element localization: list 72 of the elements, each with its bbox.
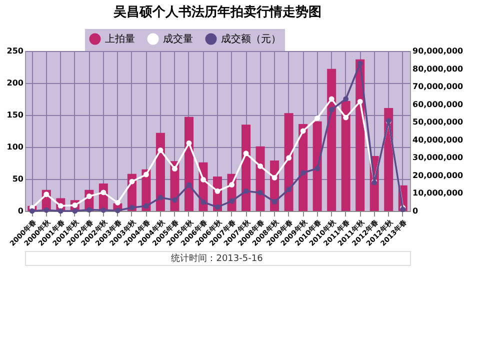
point [44, 207, 50, 213]
point [300, 128, 306, 134]
point [172, 197, 178, 203]
point [214, 204, 220, 210]
y2-tick-label: 10,000,000 [412, 188, 464, 198]
point [100, 190, 106, 196]
point [314, 115, 320, 121]
point [328, 106, 334, 112]
y2-tick-label: 70,000,000 [412, 82, 464, 92]
point [186, 140, 192, 146]
point [243, 188, 249, 194]
point [343, 96, 349, 102]
point [86, 207, 92, 212]
point [114, 208, 120, 214]
legend-label: 成交量 [163, 33, 193, 45]
point [100, 207, 106, 213]
point [158, 194, 164, 200]
y-tick-label: 150 [6, 110, 24, 120]
bar [341, 100, 350, 211]
point [243, 150, 249, 156]
bar [312, 121, 322, 211]
y2-tick-label: 50,000,000 [412, 118, 464, 127]
point [72, 208, 78, 214]
point [343, 114, 349, 120]
y2-tick-label: 80,000,000 [412, 64, 464, 74]
point [229, 182, 234, 188]
y2-tick-label: 90,000,000 [412, 46, 464, 56]
point [229, 198, 234, 204]
point [143, 172, 149, 178]
point [143, 203, 149, 209]
point [272, 199, 278, 204]
point [357, 60, 363, 66]
y-tick-label: 100 [6, 142, 24, 152]
y-tick-label: 250 [6, 46, 24, 56]
legend-label: 上拍量 [105, 33, 135, 45]
text: 统计时间：2013-5-16 [171, 253, 264, 264]
point [200, 199, 206, 205]
point [328, 96, 334, 102]
point [44, 192, 50, 198]
point [186, 182, 192, 188]
bar [327, 68, 336, 211]
point [86, 194, 92, 200]
point [172, 166, 178, 172]
point [272, 174, 278, 180]
point [286, 155, 292, 161]
point [258, 163, 264, 169]
legend-label: 成交额（元） [221, 33, 281, 45]
chart-title: 吴昌硕个人书法历年拍卖行情走势图 [112, 4, 322, 20]
y2-tick-label: 20,000,000 [412, 170, 464, 180]
point [214, 188, 220, 194]
point [158, 147, 164, 153]
y2-tick-label: 0 [412, 206, 418, 216]
point [114, 200, 120, 206]
point [286, 186, 292, 192]
y-tick-label: 50 [12, 174, 24, 184]
point [314, 166, 320, 172]
y2-tick-label: 40,000,000 [412, 135, 464, 144]
y-tick-label: 0 [18, 206, 24, 216]
bar [298, 124, 308, 211]
point [129, 178, 135, 184]
point [258, 190, 264, 196]
bar [242, 124, 251, 211]
point [29, 208, 35, 214]
point [200, 176, 206, 182]
y-tick-label: 200 [6, 78, 24, 88]
point [58, 208, 64, 214]
y2-tick-label: 30,000,000 [412, 153, 464, 162]
point [300, 170, 306, 176]
y2-tick-label: 60,000,000 [412, 100, 464, 109]
point [357, 98, 363, 104]
bar [284, 113, 294, 211]
point [129, 204, 135, 210]
